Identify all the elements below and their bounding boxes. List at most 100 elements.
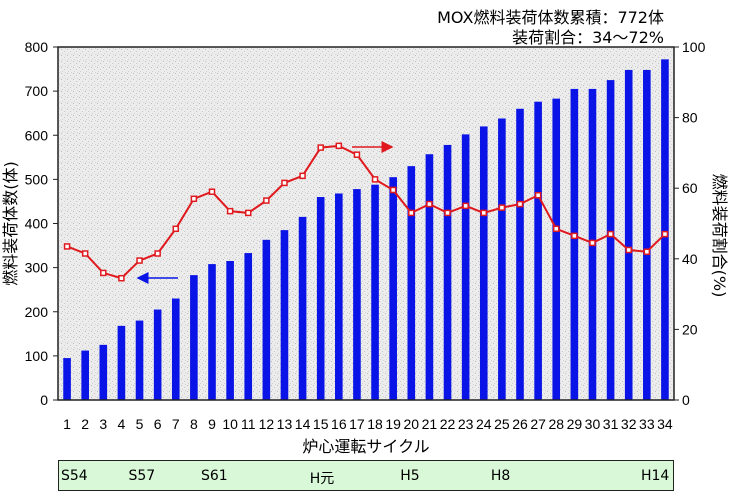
x-tick-label-22: 22 [440,416,456,432]
y-tick-label-800: 800 [25,39,49,55]
bar-cycle-13 [280,230,289,400]
ratio-point-23 [462,202,469,210]
x-tick-label-23: 23 [458,416,474,432]
cumulative-annotation: MOX燃料装荷体数累積：772体 [437,8,664,27]
era-label: H14 [641,468,670,484]
y2-tick-label-100: 100 [682,39,706,55]
era-label: S57 [128,468,156,484]
y-tick-label-100: 100 [25,348,49,364]
ratio-point-16 [335,142,343,150]
y2-tick-label-0: 0 [682,392,690,408]
bar-cycle-14 [298,216,307,400]
bar-cycle-18 [371,184,379,400]
x-tick-label-2: 2 [81,416,89,432]
x-tick-label-5: 5 [136,416,144,432]
x-tick-label-9: 9 [208,416,216,432]
ratio-point-2 [81,250,89,257]
ratio-annotation: 装荷割合：34～72% [512,28,664,47]
x-tick-label-1: 1 [63,416,71,432]
era-label: H8 [490,468,511,484]
x-tick-label-20: 20 [404,416,420,432]
ratio-point-14 [299,172,306,180]
ratio-point-5 [136,257,143,264]
x-tick-label-26: 26 [512,416,528,432]
x-tick-label-29: 29 [567,416,583,432]
x-tick-label-17: 17 [349,416,365,432]
ratio-point-7 [172,225,180,233]
bar-cycle-25 [498,118,506,401]
x-tick-label-15: 15 [313,416,329,432]
bar-cycle-32 [624,69,633,400]
ratio-point-32 [625,246,632,254]
x-tick-label-18: 18 [367,416,383,432]
y-tick-label-200: 200 [25,304,49,320]
ratio-point-17 [353,151,361,158]
ratio-point-33 [643,248,651,255]
x-axis-title: 炉心運転サイクル [302,437,429,456]
bar-cycle-2 [81,350,89,400]
x-tick-label-28: 28 [548,416,564,432]
y-axis-title: 燃料装荷体数(体) [1,161,20,286]
ratio-point-9 [208,188,216,195]
y2-tick-label-80: 80 [682,110,698,126]
x-tick-label-32: 32 [621,416,637,432]
bar-cycle-20 [407,166,416,400]
bar-cycle-34 [661,59,669,400]
ratio-point-15 [317,144,324,151]
x-tick-label-21: 21 [422,416,438,432]
ratio-line [66,144,666,280]
x-tick-label-7: 7 [172,416,180,432]
bar-cycle-26 [516,108,524,401]
bar-cycle-31 [606,80,615,400]
era-bar: S54 S57 S61 H元 H5 H8 H14 [58,460,674,491]
x-tick-label-27: 27 [530,416,546,432]
ratio-point-4 [118,274,125,282]
ratio-point-26 [516,200,524,208]
bar-cycle-22 [443,144,452,400]
bar-cycle-24 [479,126,488,401]
bar-cycle-29 [570,88,579,400]
x-tick-label-8: 8 [190,416,198,432]
x-tick-label-3: 3 [99,416,107,432]
ratio-point-12 [263,197,270,204]
era-label: H5 [400,468,420,484]
bar-cycle-5 [135,320,144,400]
bar-cycle-10 [226,261,234,400]
ratio-point-34 [661,230,669,238]
y-tick-label-500: 500 [25,171,49,187]
x-tick-label-11: 11 [241,416,256,432]
x-tick-label-33: 33 [639,416,655,432]
bar-cycle-28 [552,98,561,400]
y-tick-label-400: 400 [25,216,49,232]
x-tick-label-12: 12 [259,416,275,432]
ratio-point-25 [498,204,506,211]
ratio-point-29 [571,232,578,240]
bar-cycle-23 [461,134,470,400]
ratio-point-13 [281,179,288,187]
ratio-point-31 [607,230,614,238]
x-tick-label-25: 25 [494,416,510,432]
x-tick-label-16: 16 [331,416,347,432]
bar-cycle-3 [99,344,108,400]
bar-cycle-17 [353,189,361,400]
ratio-point-8 [190,195,198,203]
ratio-point-11 [244,209,252,217]
y2-axis-title: 燃料装荷割合(%) [710,174,729,298]
ratio-point-19 [389,186,397,194]
bar-cycle-7 [171,298,180,400]
x-tick-label-34: 34 [657,416,673,432]
ratio-point-6 [154,250,161,257]
bar-cycle-21 [425,154,434,400]
y-tick-label-700: 700 [25,83,49,99]
era-label: S54 [61,468,88,484]
x-tick-label-6: 6 [154,416,162,432]
bar-cycle-15 [316,197,325,400]
ratio-point-20 [408,209,415,217]
bar-cycle-16 [335,193,343,400]
bar-cycle-4 [117,325,126,400]
y-tick-label-300: 300 [25,260,49,276]
x-tick-label-30: 30 [585,416,601,432]
ratio-point-24 [480,209,488,217]
